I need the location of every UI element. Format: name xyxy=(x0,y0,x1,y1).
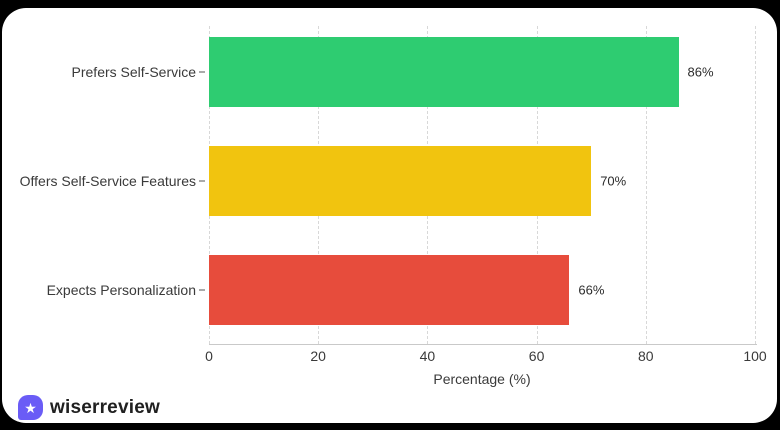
bar xyxy=(209,145,592,216)
x-axis: 0 20 40 60 80 100 xyxy=(205,348,767,370)
chart-row: Offers Self-Service Features 70% xyxy=(2,127,777,236)
bar xyxy=(209,254,570,325)
value-label: 86% xyxy=(687,64,714,80)
x-tick-label: 0 xyxy=(205,348,213,364)
value-label: 70% xyxy=(600,173,627,189)
x-axis-title: Percentage (%) xyxy=(433,371,531,387)
category-label: Expects Personalization xyxy=(46,281,196,298)
chart-row: Prefers Self-Service 86% xyxy=(2,18,777,127)
y-tick-mark xyxy=(199,71,205,73)
gridline xyxy=(645,26,647,344)
chart-card: Prefers Self-Service 86% Offers Self-Servi… xyxy=(2,8,777,423)
star-badge-icon: ★ xyxy=(18,395,43,420)
y-tick-mark xyxy=(199,289,205,291)
x-tick-label: 40 xyxy=(419,348,436,364)
brand-footer: ★ wiserreview xyxy=(18,395,160,420)
value-label: 66% xyxy=(578,282,605,298)
x-tick-label: 80 xyxy=(638,348,654,364)
x-tick-label: 60 xyxy=(528,348,545,364)
x-tick-label: 100 xyxy=(743,348,767,364)
x-axis-line xyxy=(209,344,757,345)
y-tick-mark xyxy=(199,180,205,182)
x-tick-label: 20 xyxy=(310,348,326,364)
brand-name: wiserreview xyxy=(50,396,160,418)
category-label: Offers Self-Service Features xyxy=(19,172,196,189)
bar xyxy=(209,37,679,108)
category-label: Prefers Self-Service xyxy=(71,64,196,81)
gridline xyxy=(755,26,756,344)
chart-row: Expects Personalization 66% xyxy=(2,235,777,344)
chart-rows: Prefers Self-Service 86% Offers Self-Servi… xyxy=(2,18,777,344)
